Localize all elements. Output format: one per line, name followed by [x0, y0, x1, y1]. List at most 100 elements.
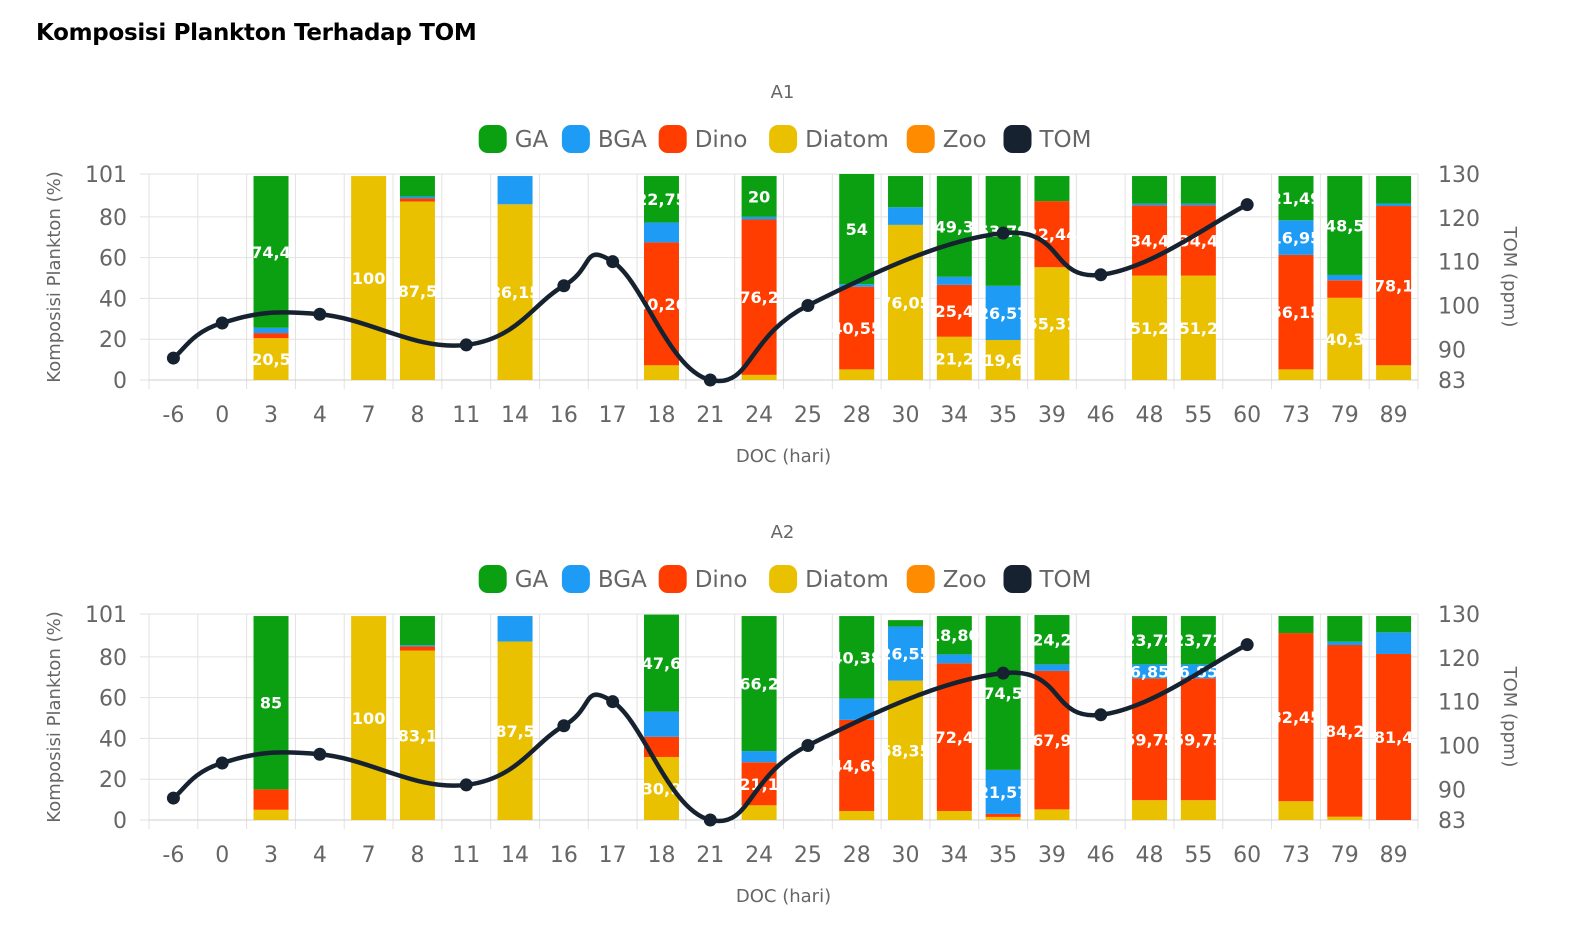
bar-diatom[interactable] — [1180, 800, 1216, 820]
bar-diatom[interactable] — [936, 811, 972, 820]
bar-ga[interactable] — [888, 176, 924, 208]
legend-item-bga[interactable]: BGA — [561, 565, 647, 593]
bar-diatom[interactable] — [1180, 275, 1216, 380]
bar-dino[interactable] — [1180, 678, 1216, 801]
bar-diatom[interactable] — [1034, 809, 1070, 820]
bar-dino[interactable] — [839, 286, 875, 370]
bar-ga[interactable] — [741, 176, 777, 217]
bar-dino[interactable] — [1327, 645, 1363, 817]
bar-diatom[interactable] — [1034, 267, 1070, 380]
bar-bga[interactable] — [839, 284, 875, 287]
bar-bga[interactable] — [497, 176, 533, 205]
bar-dino[interactable] — [399, 646, 435, 651]
bar-bga[interactable] — [253, 327, 289, 334]
bar-bga[interactable] — [1376, 203, 1412, 207]
bar-ga[interactable] — [643, 614, 679, 712]
bar-diatom[interactable] — [643, 365, 679, 380]
bar-bga[interactable] — [1132, 203, 1168, 206]
legend-item-zoo[interactable]: Zoo — [906, 565, 987, 593]
bar-dino[interactable] — [643, 242, 679, 366]
bar-bga[interactable] — [1034, 664, 1070, 671]
tom-point[interactable] — [996, 226, 1010, 240]
legend-item-ga[interactable]: GA — [478, 565, 549, 593]
bar-ga[interactable] — [643, 176, 679, 223]
legend-item-tom[interactable]: TOM — [1003, 125, 1092, 153]
bar-ga[interactable] — [1327, 176, 1363, 275]
bar-dino[interactable] — [985, 813, 1021, 817]
legend-item-zoo[interactable]: Zoo — [906, 125, 987, 153]
tom-point[interactable] — [703, 373, 717, 387]
bar-dino[interactable] — [1034, 670, 1070, 810]
bar-bga[interactable] — [1132, 664, 1168, 679]
bar-bga[interactable] — [936, 654, 972, 664]
bar-dino[interactable] — [253, 333, 289, 339]
bar-ga[interactable] — [1180, 176, 1216, 204]
tom-point[interactable] — [1094, 708, 1108, 722]
tom-point[interactable] — [166, 351, 180, 365]
bar-diatom[interactable] — [497, 641, 533, 820]
bar-diatom[interactable] — [985, 816, 1021, 820]
bar-ga[interactable] — [1376, 616, 1412, 633]
bar-diatom[interactable] — [1132, 800, 1168, 820]
bar-dino[interactable] — [1278, 254, 1314, 370]
bar-ga[interactable] — [1132, 176, 1168, 204]
legend-item-dino[interactable]: Dino — [658, 565, 748, 593]
bar-ga[interactable] — [985, 615, 1021, 770]
bar-ga[interactable] — [839, 616, 875, 699]
bar-diatom[interactable] — [888, 224, 924, 380]
bar-bga[interactable] — [888, 207, 924, 225]
bar-bga[interactable] — [1327, 274, 1363, 281]
bar-ga[interactable] — [1034, 176, 1070, 202]
bar-bga[interactable] — [985, 285, 1021, 341]
tom-point[interactable] — [557, 719, 571, 733]
legend-item-diatom[interactable]: Diatom — [769, 125, 889, 153]
bar-dino[interactable] — [839, 719, 875, 812]
bar-diatom[interactable] — [741, 374, 777, 380]
bar-diatom[interactable] — [497, 204, 533, 380]
bar-diatom[interactable] — [1132, 275, 1168, 380]
bar-ga[interactable] — [1278, 616, 1314, 634]
bar-diatom[interactable] — [1278, 801, 1314, 820]
bar-bga[interactable] — [936, 276, 972, 285]
tom-point[interactable] — [1240, 638, 1254, 652]
bar-bga[interactable] — [643, 222, 679, 243]
tom-point[interactable] — [801, 298, 815, 312]
bar-bga[interactable] — [839, 698, 875, 720]
bar-ga[interactable] — [1376, 176, 1412, 204]
bar-diatom[interactable] — [253, 338, 289, 380]
bar-bga[interactable] — [399, 196, 435, 199]
bar-diatom[interactable] — [351, 176, 387, 380]
bar-dino[interactable] — [936, 284, 972, 337]
tom-point[interactable] — [166, 791, 180, 805]
bar-bga[interactable] — [497, 616, 533, 642]
bar-ga[interactable] — [936, 176, 972, 277]
legend-item-tom[interactable]: TOM — [1003, 565, 1092, 593]
bar-ga[interactable] — [1278, 176, 1314, 221]
legend-item-ga[interactable]: GA — [478, 125, 549, 153]
bar-diatom[interactable] — [1376, 365, 1412, 380]
bar-ga[interactable] — [839, 174, 875, 285]
bar-dino[interactable] — [1278, 633, 1314, 802]
bar-bga[interactable] — [643, 711, 679, 737]
tom-point[interactable] — [313, 747, 327, 761]
tom-point[interactable] — [1094, 268, 1108, 282]
legend-item-dino[interactable]: Dino — [658, 125, 748, 153]
tom-point[interactable] — [703, 813, 717, 827]
bar-ga[interactable] — [741, 616, 777, 752]
bar-ga[interactable] — [399, 176, 435, 197]
bar-ga[interactable] — [253, 176, 289, 328]
bar-ga[interactable] — [1180, 616, 1216, 665]
bar-bga[interactable] — [1376, 632, 1412, 654]
bar-ga[interactable] — [936, 616, 972, 655]
bar-bga[interactable] — [888, 626, 924, 681]
bar-bga[interactable] — [399, 645, 435, 647]
tom-point[interactable] — [459, 338, 473, 352]
bar-diatom[interactable] — [1327, 816, 1363, 820]
bar-ga[interactable] — [1132, 616, 1168, 665]
bar-dino[interactable] — [1034, 201, 1070, 268]
bar-bga[interactable] — [1327, 641, 1363, 646]
tom-point[interactable] — [459, 778, 473, 792]
bar-bga[interactable] — [1180, 203, 1216, 206]
bar-dino[interactable] — [1376, 653, 1412, 820]
bar-diatom[interactable] — [839, 369, 875, 380]
